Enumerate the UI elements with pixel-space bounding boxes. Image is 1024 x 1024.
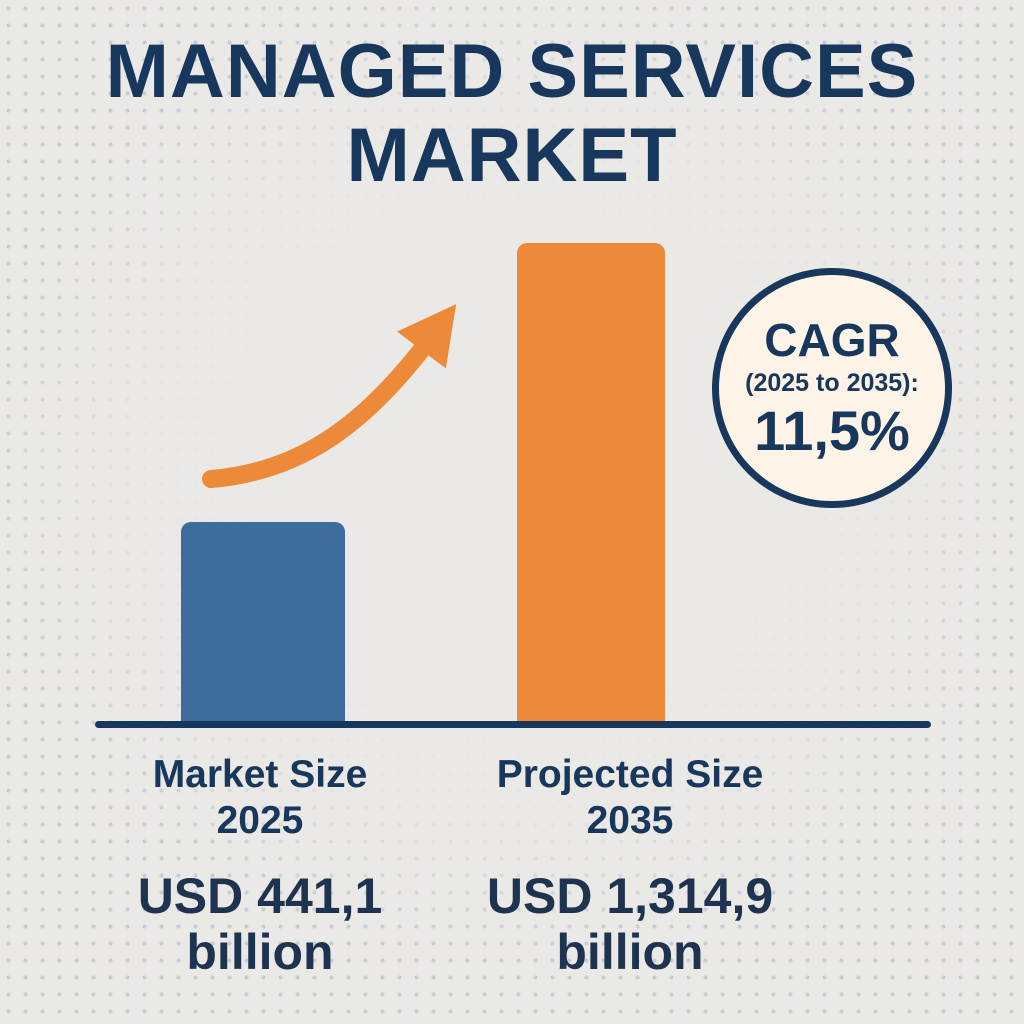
value-label-2025: USD 441,1 billion [100, 868, 420, 980]
category-label-2035-line1: Projected Size [496, 753, 764, 796]
value-label-2035-line1: USD 1,314,9 [486, 868, 774, 924]
value-label-2025-line1: USD 441,1 [137, 868, 383, 924]
growth-arrow-icon [202, 304, 457, 488]
cagr-heading: CAGR [764, 314, 900, 366]
x-axis-baseline [95, 721, 931, 728]
category-label-2025-line1: Market Size [152, 753, 368, 796]
cagr-value: 11,5% [754, 399, 910, 462]
category-label-2035-line2: 2035 [586, 799, 674, 842]
category-label-2035: Projected Size 2035 [455, 752, 805, 844]
category-label-2025: Market Size 2025 [110, 752, 410, 844]
cagr-badge: CAGR (2025 to 2035): 11,5% [712, 268, 952, 508]
bar-projected-size-2035 [517, 243, 665, 722]
chart-title: MANAGED SERVICES MARKET [0, 30, 1024, 198]
value-label-2025-line2: billion [186, 924, 334, 980]
chart-title-line1: MANAGED SERVICES [105, 29, 919, 114]
chart-title-line2: MARKET [346, 113, 678, 198]
cagr-period: (2025 to 2035): [745, 369, 919, 397]
category-label-2025-line2: 2025 [216, 799, 304, 842]
value-label-2035: USD 1,314,9 billion [440, 868, 820, 980]
bar-market-size-2025 [181, 522, 345, 722]
value-label-2035-line2: billion [556, 924, 704, 980]
